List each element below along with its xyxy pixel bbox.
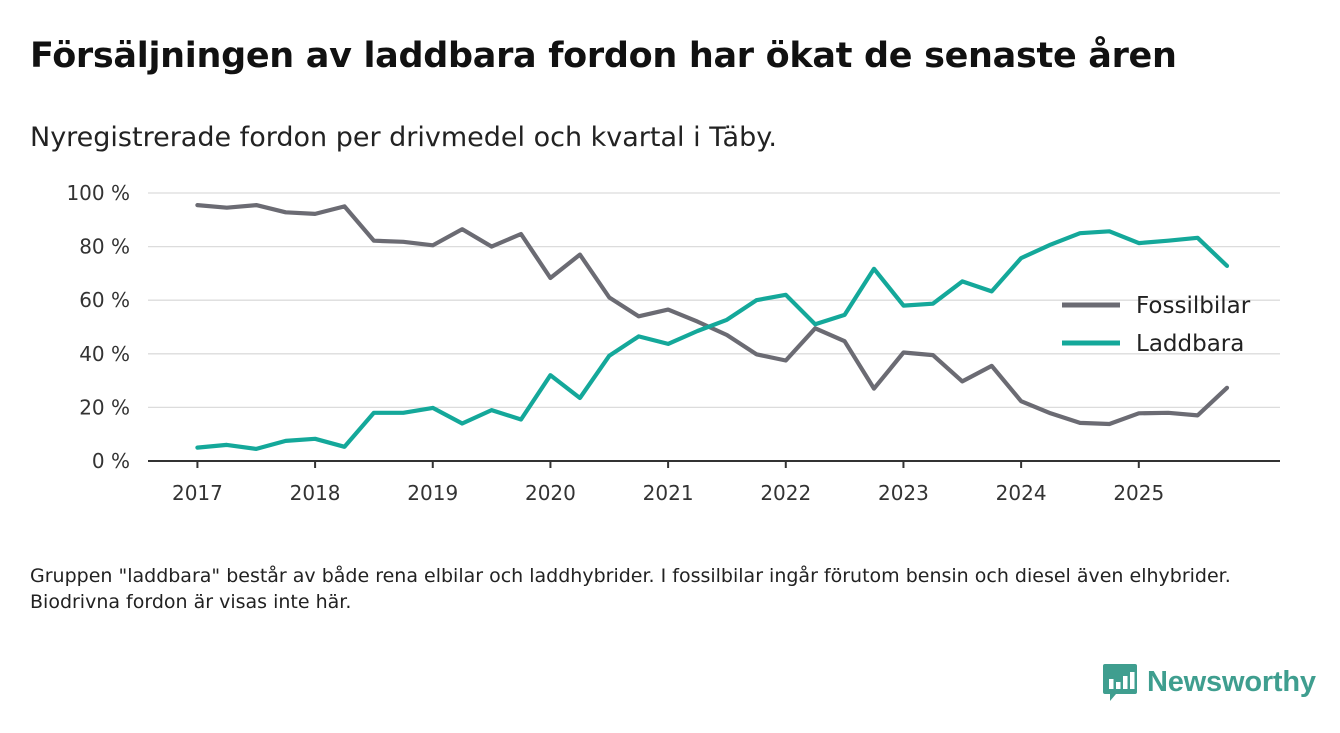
newsworthy-logo[interactable]: Newsworthy [1102, 662, 1316, 702]
gridlines [148, 192, 1280, 409]
legend: Fossilbilar Laddbara [1062, 293, 1251, 357]
x-tick-label: 2018 [290, 481, 341, 505]
y-tick-label: 20 % [79, 395, 130, 419]
y-tick-label: 80 % [79, 235, 130, 259]
newsworthy-logo-icon [1103, 664, 1137, 701]
y-tick-label: 0 % [92, 449, 130, 473]
y-tick-label: 100 % [66, 181, 130, 205]
footnote: Gruppen "laddbara" består av både rena e… [30, 565, 1231, 613]
legend-label-fossilbilar: Fossilbilar [1136, 293, 1251, 319]
x-tick-label: 2019 [407, 481, 458, 505]
x-tick-label: 2024 [996, 481, 1047, 505]
logo-text: Newsworthy [1147, 665, 1316, 698]
x-tick-label: 2025 [1113, 481, 1164, 505]
series-line-laddbara [195, 229, 1230, 451]
x-tick-label: 2022 [760, 481, 811, 505]
chart-title: Försäljningen av laddbara fordon har öka… [30, 36, 1177, 76]
series-line-fossilbilar [195, 203, 1230, 427]
axes: 0 % 20 % 40 % 60 % 80 % 100 % 2017 2018 2019 2020… [66, 181, 1280, 505]
chart-subtitle: Nyregistrerade fordon per drivmedel och … [30, 122, 777, 153]
y-tick-label: 40 % [79, 342, 130, 366]
y-tick-label: 60 % [79, 288, 130, 312]
legend-label-laddbara: Laddbara [1136, 331, 1244, 357]
series-lines [195, 203, 1230, 451]
x-tick-label: 2021 [643, 481, 694, 505]
x-tick-label: 2020 [525, 481, 576, 505]
x-tick-label: 2023 [878, 481, 929, 505]
x-tick-label: 2017 [172, 481, 223, 505]
